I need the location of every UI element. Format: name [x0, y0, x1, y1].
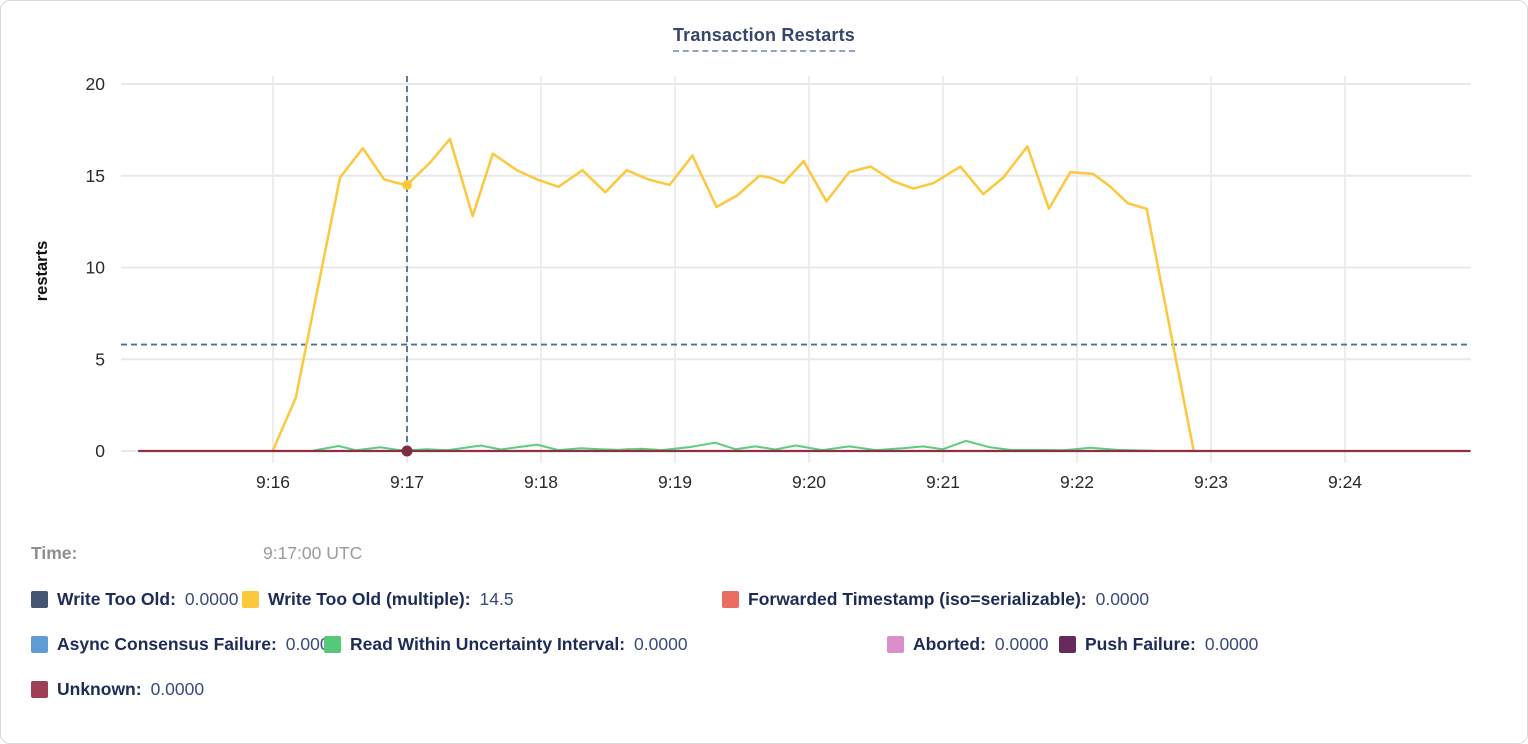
x-tick-label: 9:23: [1194, 472, 1228, 492]
hover-point: [402, 179, 412, 190]
legend-value: 0.0000: [184, 588, 239, 609]
time-value: 9:17:00 UTC: [263, 543, 363, 563]
legend: Write Too Old: 0.0000 Write Too Old (multi…: [31, 587, 1507, 722]
legend-item-push-failure[interactable]: Push Failure: 0.0000: [1059, 634, 1258, 655]
legend-value: 0.0000: [994, 633, 1049, 654]
legend-swatch: [324, 635, 341, 653]
legend-label: Unknown:: [57, 678, 142, 699]
legend-label: Push Failure:: [1085, 633, 1196, 654]
legend-row: Write Too Old: 0.0000 Write Too Old (multi…: [31, 587, 1507, 611]
legend-label: Read Within Uncertainty Interval:: [350, 633, 626, 654]
legend-swatch: [31, 590, 48, 608]
legend-row: Unknown: 0.0000: [31, 677, 1507, 701]
legend-item-read-within-uncertainty-interval[interactable]: Read Within Uncertainty Interval: 0.0000: [324, 634, 887, 655]
legend-item-aborted[interactable]: Aborted: 0.0000: [887, 634, 1059, 655]
legend-swatch: [722, 590, 739, 608]
y-axis-label: restarts: [33, 241, 51, 302]
legend-value: 0.0000: [634, 633, 688, 654]
chart-svg[interactable]: 0 5 10 15 20 9:16 9:17 9:18 9:19 9:20 9:21 9:22 9:23…: [1, 1, 1528, 521]
series-line-write-too-old-multiple: [271, 137, 1195, 452]
legend-label: Write Too Old:: [57, 588, 176, 609]
legend-item-unknown[interactable]: Unknown: 0.0000: [31, 679, 204, 700]
series-line-read-within-uncertainty-interval: [312, 439, 1155, 452]
y-tick-label: 0: [95, 441, 105, 461]
x-tick-label: 9:24: [1328, 472, 1362, 492]
legend-label: Write Too Old (multiple):: [268, 588, 471, 609]
chart-title[interactable]: Transaction Restarts: [672, 25, 856, 52]
legend-value: 0.0000: [150, 678, 205, 699]
legend-swatch: [31, 635, 48, 653]
hover-time-row: Time: 9:17:00 UTC: [31, 543, 362, 564]
legend-value: 0.0000: [1204, 633, 1259, 654]
legend-value: 14.5: [479, 588, 514, 609]
x-tick-label: 9:18: [524, 472, 558, 492]
legend-value: 0.0000: [1095, 588, 1150, 609]
legend-item-write-too-old-multiple[interactable]: Write Too Old (multiple): 14.5: [242, 589, 722, 610]
x-tick-label: 9:16: [256, 472, 290, 492]
legend-swatch: [31, 680, 48, 698]
legend-item-async-consensus-failure[interactable]: Async Consensus Failure: 0.0000: [31, 633, 339, 655]
x-tick-label: 9:17: [390, 472, 424, 492]
y-tick-label: 15: [86, 166, 105, 186]
time-label: Time:: [31, 543, 78, 563]
legend-label: Aborted:: [913, 633, 986, 654]
x-tick-label: 9:19: [658, 472, 692, 492]
legend-row: Async Consensus Failure: 0.0000 Read Withi…: [31, 632, 1507, 656]
legend-swatch: [887, 635, 904, 653]
legend-swatch: [1059, 635, 1076, 653]
legend-item-write-too-old[interactable]: Write Too Old: 0.0000: [31, 589, 242, 610]
y-tick-label: 5: [95, 349, 105, 369]
y-tick-label: 10: [86, 258, 106, 278]
x-tick-label: 9:22: [1060, 472, 1094, 492]
x-tick-label: 9:20: [792, 472, 826, 492]
chart-title-wrap: Transaction Restarts: [1, 25, 1527, 52]
y-tick-label: 20: [86, 74, 106, 94]
legend-swatch: [242, 590, 259, 608]
legend-item-forwarded-timestamp-iso-serializable[interactable]: Forwarded Timestamp (iso=serializable): 0…: [722, 589, 1149, 610]
x-tick-label: 9:21: [926, 472, 960, 492]
legend-label: Forwarded Timestamp (iso=serializable):: [748, 588, 1087, 609]
hover-point: [401, 445, 413, 457]
legend-label: Async Consensus Failure:: [57, 633, 277, 654]
